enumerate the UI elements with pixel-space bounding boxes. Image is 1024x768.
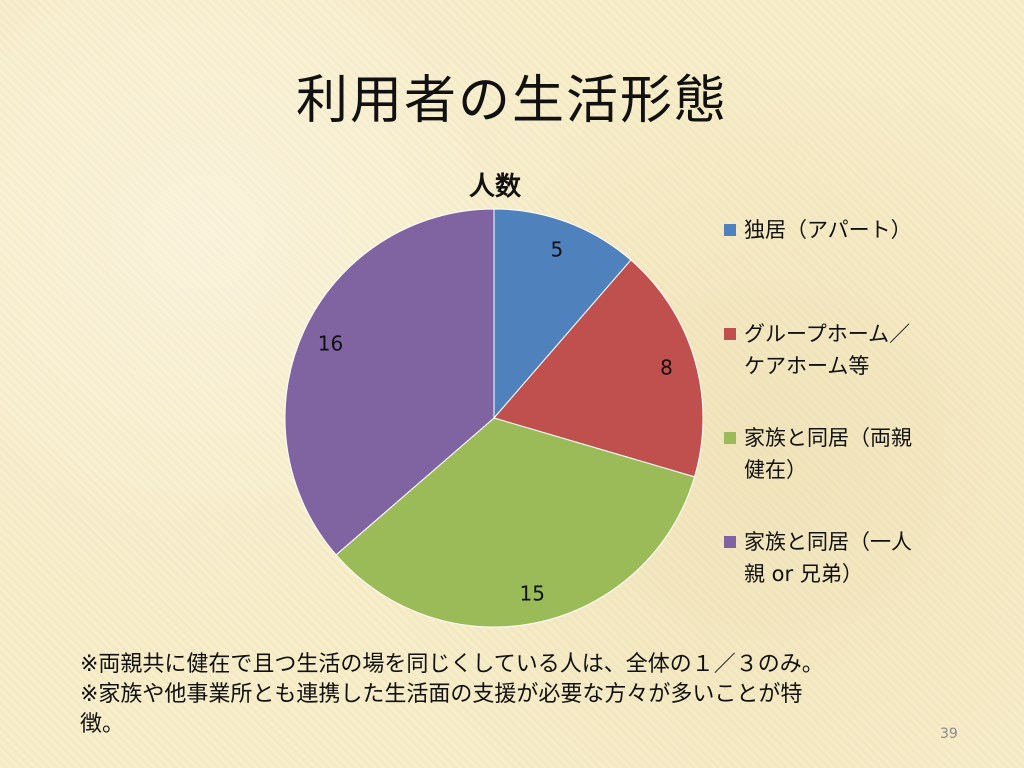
legend-label-grouphome: グループホーム／ ケアホーム等 xyxy=(744,322,911,378)
pie-slice-grouphome xyxy=(493,259,704,478)
pie-slice-solo xyxy=(493,208,632,420)
pie-slice-family-both xyxy=(335,417,696,628)
legend-swatch-solo xyxy=(724,224,736,236)
pie-data-label: 15 xyxy=(519,582,544,606)
slide-title: 利用者の生活形態 xyxy=(295,71,728,131)
pie-data-label: 16 xyxy=(318,331,343,355)
pie-slice-family-single xyxy=(284,208,495,556)
legend-label-family-both: 家族と同居（両親 健在） xyxy=(744,426,912,482)
legend-swatch-family-single xyxy=(724,536,736,548)
note-line: ※家族や他事業所とも連携した生活面の支援が必要な方々が多いことが特 xyxy=(80,682,803,707)
page-number: 39 xyxy=(940,726,958,742)
legend-item-grouphome: グループホーム／ ケアホーム等 xyxy=(724,318,964,382)
legend-label-solo: 独居（アパート） xyxy=(744,218,912,242)
legend-swatch-grouphome xyxy=(724,328,736,340)
legend-item-family-both: 家族と同居（両親 健在） xyxy=(724,422,964,486)
legend-label-family-single: 家族と同居（一人 親 or 兄弟） xyxy=(744,530,912,586)
note-line: 徴。 xyxy=(80,712,125,737)
note-line: ※両親共に健在で且つ生活の場を同じくしている人は、全体の１／３のみ。 xyxy=(80,652,824,677)
legend-item-family-single: 家族と同居（一人 親 or 兄弟） xyxy=(724,526,964,590)
legend-item-solo: 独居（アパート） xyxy=(724,214,964,246)
pie-data-label: 8 xyxy=(660,355,673,379)
chart-title: 人数 xyxy=(468,172,521,202)
pie-data-label: 5 xyxy=(550,238,563,262)
slide-notes: ※両親共に健在で且つ生活の場を同じくしている人は、全体の１／３のみ。 ※家族や他… xyxy=(80,650,960,740)
pie-chart: 5 8 15 16 xyxy=(284,208,704,628)
legend-swatch-family-both xyxy=(724,432,736,444)
